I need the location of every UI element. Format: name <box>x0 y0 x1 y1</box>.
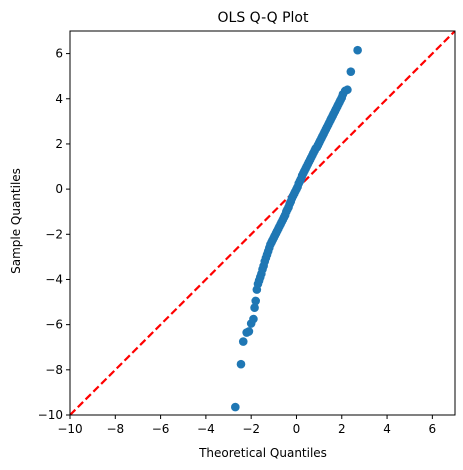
x-tick-label: −10 <box>57 422 82 436</box>
x-axis-ticks: −10 −8 −6 −4 −2 0 2 4 6 <box>57 415 436 436</box>
y-tick-label: −2 <box>45 227 63 241</box>
x-tick-label: 4 <box>383 422 391 436</box>
x-axis-label: Theoretical Quantiles <box>198 446 327 460</box>
data-point <box>231 402 240 412</box>
data-point <box>236 359 246 369</box>
axes-frame <box>69 30 456 416</box>
x-tick-label: 0 <box>293 422 301 436</box>
chart-title: OLS Q-Q Plot <box>218 10 309 26</box>
x-tick-label: −4 <box>197 422 215 436</box>
y-tick-label: 2 <box>55 137 63 151</box>
y-axis-label: Sample Quantiles <box>9 168 23 274</box>
y-tick-label: −10 <box>38 408 63 422</box>
data-point <box>238 337 248 346</box>
reference-line <box>70 31 455 415</box>
x-tick-label: −2 <box>242 422 260 436</box>
y-tick-label: 4 <box>55 92 63 106</box>
y-tick-label: −4 <box>45 272 63 286</box>
data-point <box>250 303 259 313</box>
x-tick-label: −8 <box>106 422 124 436</box>
y-tick-label: −8 <box>45 363 63 377</box>
plot-area <box>69 30 456 416</box>
x-tick-label: 2 <box>338 422 346 436</box>
data-point <box>244 327 254 336</box>
y-tick-label: 6 <box>55 47 63 61</box>
data-point <box>249 314 258 324</box>
plot-content <box>70 31 455 415</box>
y-axis-ticks: −10 −8 −6 −4 −2 0 2 4 6 <box>38 47 70 422</box>
data-point <box>251 296 261 306</box>
data-point <box>353 45 362 55</box>
x-tick-label: −6 <box>152 422 170 436</box>
x-tick-label: 6 <box>429 422 437 436</box>
data-point <box>346 67 356 76</box>
y-tick-label: −6 <box>45 318 63 332</box>
data-point <box>343 85 352 95</box>
y-tick-label: 0 <box>55 182 63 196</box>
